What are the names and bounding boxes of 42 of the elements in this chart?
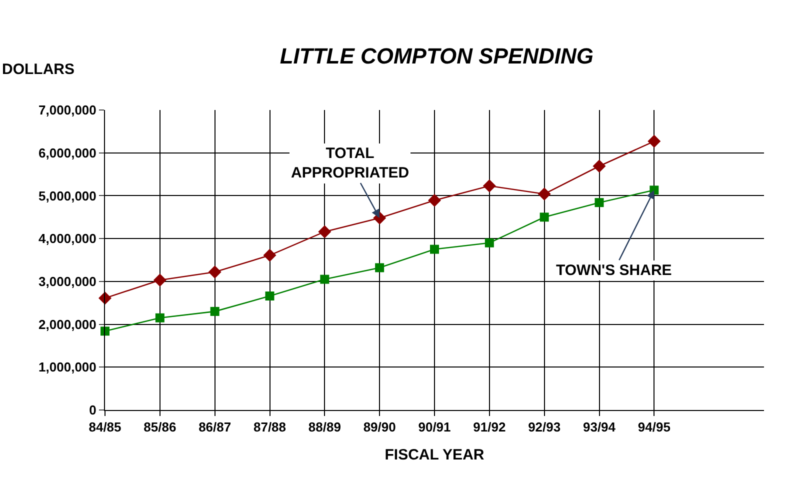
point	[210, 306, 220, 316]
x-tick-label: 93/94	[582, 420, 616, 435]
point	[153, 274, 166, 287]
chart-title: LITTLE COMPTON SPENDING	[280, 43, 594, 68]
x-tick-label: 86/87	[198, 420, 232, 435]
point	[648, 134, 661, 148]
point	[484, 238, 494, 248]
y-tick-label: 0	[89, 402, 96, 418]
x-tick-label: 91/92	[473, 420, 506, 435]
point	[375, 263, 384, 272]
y-tick-label: 5,000,000	[38, 188, 96, 204]
point	[320, 274, 330, 284]
y-tick-label: 2,000,000	[38, 316, 96, 332]
x-tick-label: 94/95	[638, 420, 670, 435]
point	[594, 198, 604, 208]
annotation: TOTAL APPROPRIATED	[291, 145, 410, 182]
y-tick-label: 7,000,000	[38, 102, 96, 118]
point	[430, 244, 439, 254]
x-tick-label: 92/93	[528, 420, 561, 435]
y-tick-label: 3,000,000	[38, 274, 96, 289]
point	[155, 313, 164, 322]
point	[540, 212, 549, 222]
y-tick-label: 4,000,000	[38, 231, 96, 246]
point	[482, 179, 496, 192]
x-tick-label: 89/90	[363, 420, 396, 435]
point	[592, 160, 606, 173]
point	[265, 292, 274, 300]
point	[263, 248, 276, 262]
x-axis-title: FISCAL YEAR	[384, 446, 484, 464]
y-tick-label: 1,000,000	[38, 360, 96, 375]
x-tick-label: 84/85	[88, 420, 122, 435]
point	[538, 188, 551, 200]
y-axis-title: DOLLARS	[2, 61, 74, 78]
point	[318, 225, 332, 238]
y-tick-label: 6,000,000	[38, 145, 96, 160]
point	[428, 194, 441, 207]
x-tick-label: 90/91	[418, 420, 451, 435]
point	[208, 266, 222, 278]
x-tick-label: 87/88	[253, 420, 286, 435]
annotation: TOWN'S SHARE	[556, 262, 672, 279]
x-tick-label: 85/86	[144, 420, 176, 435]
x-tick-label: 88/89	[308, 420, 341, 435]
